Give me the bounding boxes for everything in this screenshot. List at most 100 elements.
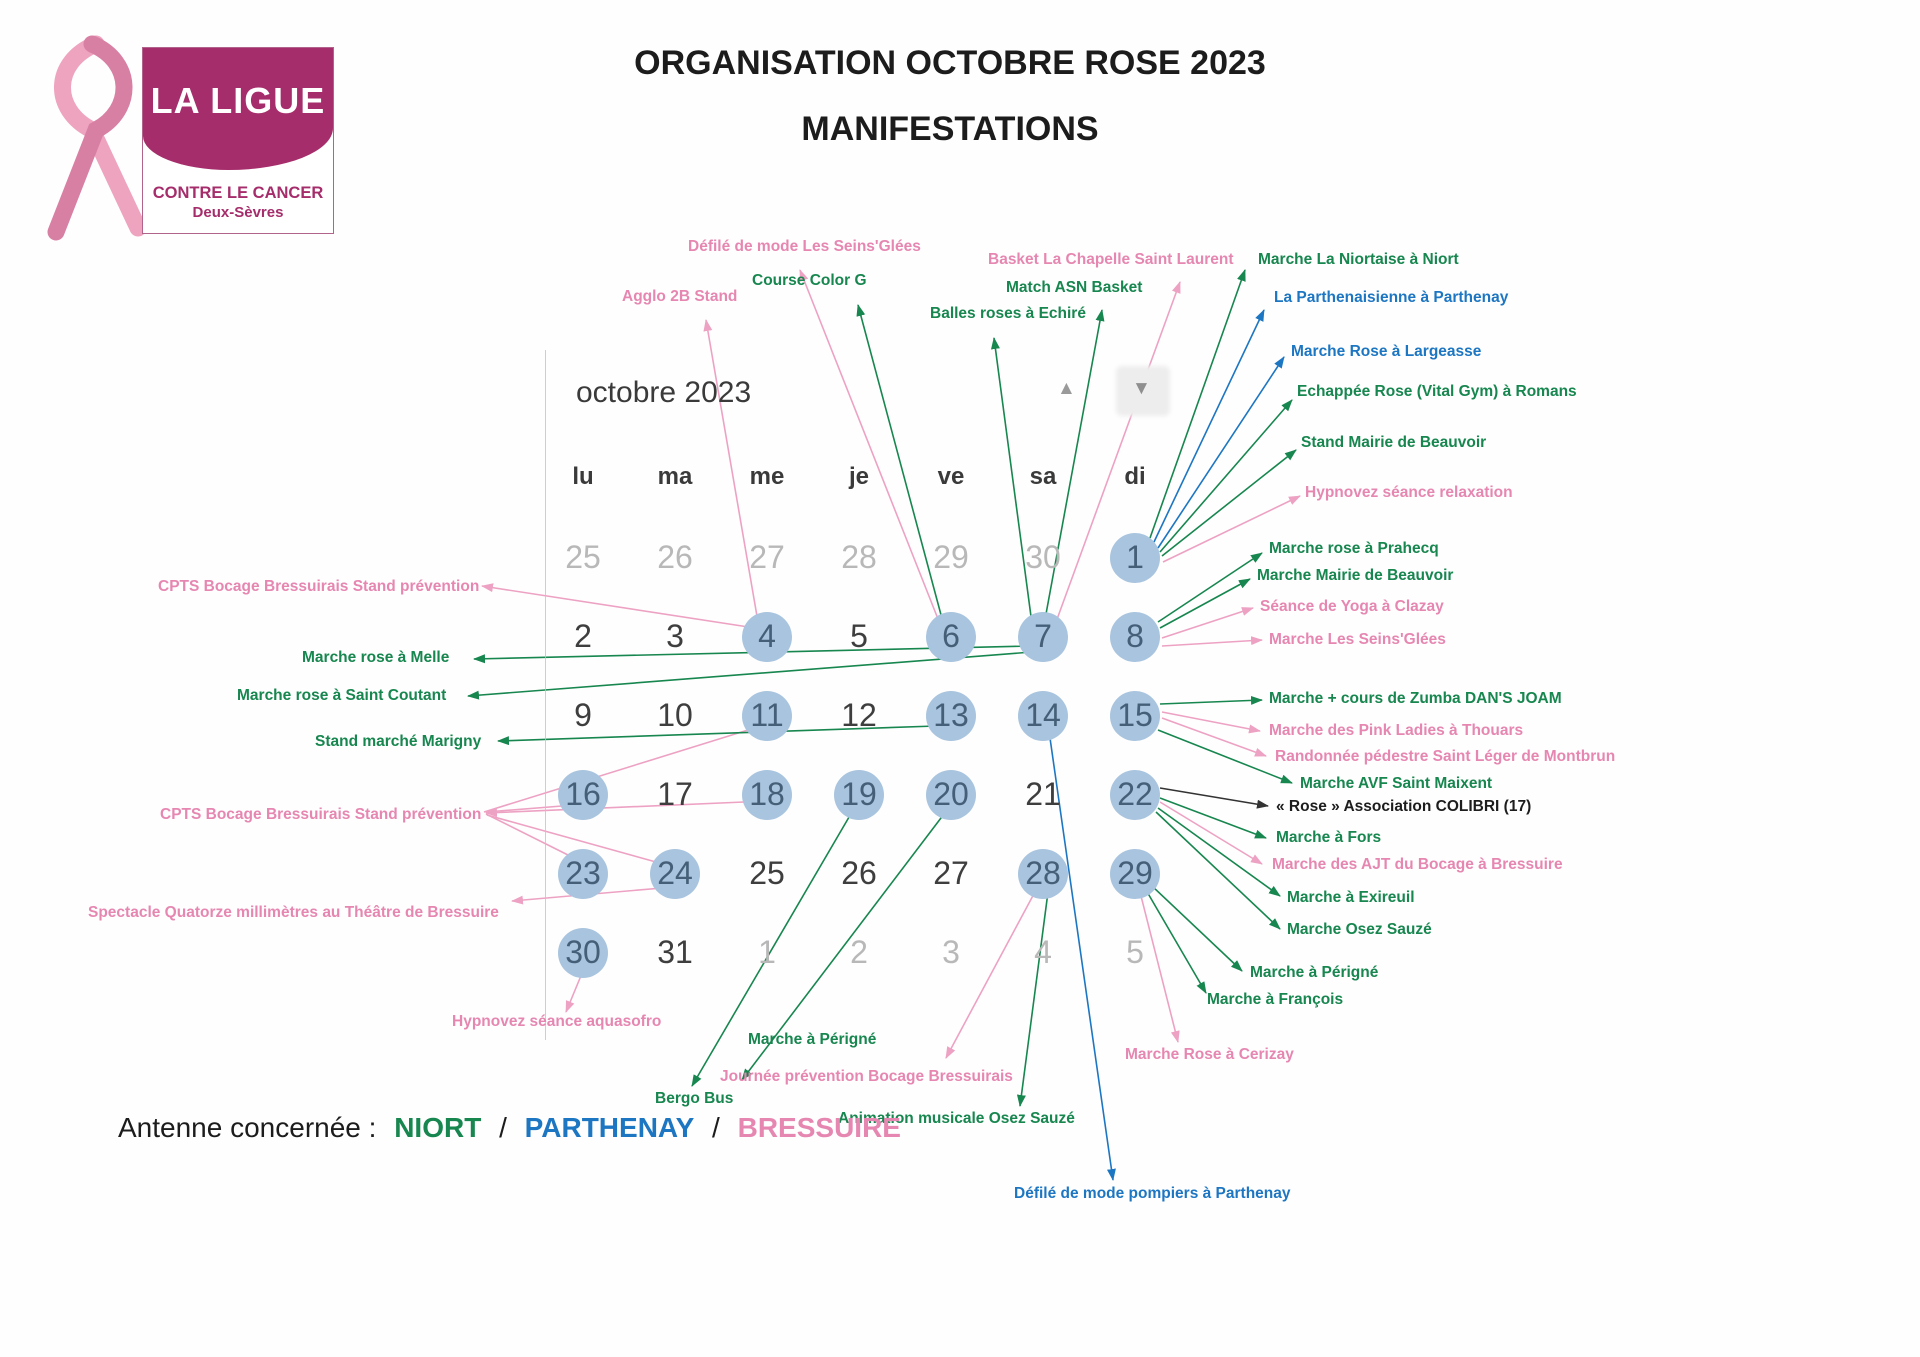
event-label: La Parthenaisienne à Parthenay — [1274, 289, 1509, 306]
calendar-day: 17 — [657, 776, 693, 812]
event-label: Marche Rose à Cerizay — [1125, 1046, 1294, 1063]
ligue-logo-brand: LA LIGUE — [150, 80, 326, 121]
calendar-day: 2 — [574, 618, 592, 654]
event-label: Echappée Rose (Vital Gym) à Romans — [1297, 383, 1577, 400]
event-label: Agglo 2B Stand — [622, 288, 738, 305]
calendar-day: 12 — [841, 697, 877, 733]
calendar-day-highlighted: 8 — [1089, 597, 1181, 676]
calendar-day-highlighted: 23 — [537, 834, 629, 913]
event-label: Marche à Périgné — [748, 1031, 877, 1048]
event-label: Course Color G — [752, 272, 867, 289]
calendar-left-border — [545, 350, 546, 1040]
event-label: Hypnovez séance relaxation — [1305, 484, 1513, 501]
day-header: di — [1124, 463, 1146, 490]
pink-ribbon-icon — [47, 35, 147, 241]
calendar-day-headers: lu ma me je ve sa di — [537, 463, 1181, 491]
calendar-day: 9 — [574, 697, 592, 733]
event-label: Marche rose à Saint Coutant — [237, 687, 447, 704]
event-label: Marche + cours de Zumba DAN'S JOAM — [1269, 690, 1562, 707]
calendar-day-highlighted: 20 — [905, 755, 997, 834]
calendar-day: 10 — [657, 697, 693, 733]
event-label: Animation musicale Osez Sauzé — [838, 1110, 1075, 1127]
event-label: Marche des AJT du Bocage à Bressuire — [1272, 856, 1563, 873]
calendar-day: 25 — [565, 539, 601, 575]
calendar-day-highlighted: 29 — [1089, 834, 1181, 913]
page-subtitle: MANIFESTATIONS — [801, 110, 1099, 148]
day-header: ma — [657, 463, 693, 490]
calendar-next-icon[interactable]: ▼ — [1132, 378, 1151, 399]
event-label: CPTS Bocage Bressuirais Stand prévention — [158, 578, 480, 595]
ligue-logo-subtitle: CONTRE LE CANCER — [152, 184, 324, 202]
calendar-day: 29 — [933, 539, 969, 575]
event-label: Marche Les Seins'Glées — [1269, 631, 1446, 648]
calendar-day: 27 — [749, 539, 785, 575]
legend-separator: / — [712, 1112, 720, 1143]
event-label: Marche à Exireuil — [1287, 889, 1415, 906]
event-label: Marche AVF Saint Maixent — [1300, 775, 1493, 792]
calendar-day-highlighted: 1 — [1089, 518, 1181, 597]
calendar-day: 30 — [1025, 539, 1061, 575]
event-label: Marche Osez Sauzé — [1287, 921, 1432, 938]
calendar-day: 21 — [1025, 776, 1061, 812]
legend-parthenay: PARTHENAY — [524, 1112, 695, 1143]
antenna-legend: Antenne concernée : NIORT / PARTHENAY / … — [118, 1112, 911, 1144]
legend-niort: NIORT — [394, 1112, 482, 1143]
event-label: Randonnée pédestre Saint Léger de Montbr… — [1275, 748, 1616, 765]
calendar-day: 5 — [1126, 934, 1144, 970]
calendar-day-highlighted: 22 — [1089, 755, 1181, 834]
event-label: Balles roses à Echiré — [930, 305, 1086, 322]
scan-smudge — [1116, 366, 1170, 416]
calendar-day-highlighted: 11 — [721, 676, 813, 755]
calendar-day: 5 — [850, 618, 868, 654]
legend-prefix: Antenne concernée : — [118, 1112, 377, 1143]
event-label: Basket La Chapelle Saint Laurent — [988, 251, 1234, 268]
legend-bressuire: BRESSUIRE — [737, 1112, 901, 1143]
legend-separator: / — [499, 1112, 507, 1143]
day-header: ve — [937, 463, 965, 490]
day-header: sa — [1029, 463, 1057, 490]
event-label: CPTS Bocage Bressuirais Stand prévention — [160, 806, 482, 823]
calendar-day-highlighted: 28 — [997, 834, 1089, 913]
calendar-day: 3 — [666, 618, 684, 654]
event-label: Défilé de mode Les Seins'Glées — [688, 238, 921, 255]
calendar-prev-icon[interactable]: ▲ — [1057, 378, 1076, 399]
calendar-day: 1 — [758, 934, 776, 970]
calendar-day: 31 — [657, 934, 693, 970]
day-header: lu — [572, 463, 594, 490]
event-label: Bergo Bus — [655, 1090, 734, 1107]
event-label: Match ASN Basket — [1006, 279, 1143, 296]
event-label: Marche Rose à Largeasse — [1291, 343, 1482, 360]
event-label: Défilé de mode pompiers à Parthenay — [1014, 1185, 1291, 1202]
calendar-day-highlighted: 18 — [721, 755, 813, 834]
event-label: Marche à Fors — [1276, 829, 1382, 846]
event-label: Spectacle Quatorze millimètres au Théâtr… — [88, 904, 499, 921]
calendar-day: 26 — [657, 539, 693, 575]
day-header: me — [749, 463, 785, 490]
calendar-day-highlighted: 7 — [997, 597, 1089, 676]
ligue-logo-department: Deux-Sèvres — [192, 204, 284, 221]
calendar-day-highlighted: 13 — [905, 676, 997, 755]
event-label: Marche rose à Prahecq — [1269, 540, 1439, 557]
event-label: Stand marché Marigny — [315, 733, 482, 750]
event-label: Marche des Pink Ladies à Thouars — [1269, 722, 1524, 739]
event-label: Marche rose à Melle — [302, 649, 450, 666]
event-label: Marche La Niortaise à Niort — [1258, 251, 1459, 268]
calendar-day-highlighted: 24 — [629, 834, 721, 913]
calendar-day-highlighted: 6 — [905, 597, 997, 676]
calendar-day: 4 — [1034, 934, 1052, 970]
calendar-month-label: octobre 2023 — [576, 376, 752, 409]
calendar-day: 25 — [749, 855, 785, 891]
ligue-logo: LA LIGUE CONTRE LE CANCER Deux-Sèvres — [142, 47, 334, 234]
ligue-logo-background — [143, 48, 333, 170]
day-header: je — [848, 463, 869, 490]
calendar-day-highlighted: 14 — [997, 676, 1089, 755]
calendar-day: 27 — [933, 855, 969, 891]
calendar-day: 2 — [850, 934, 868, 970]
calendar-day-highlighted: 30 — [537, 913, 629, 992]
event-label: Hypnovez séance aquasofro — [452, 1013, 662, 1030]
event-label: Séance de Yoga à Clazay — [1260, 598, 1444, 615]
event-label: Marche à Périgné — [1250, 964, 1379, 981]
page-title: ORGANISATION OCTOBRE ROSE 2023 — [634, 44, 1266, 82]
event-label: Marche Mairie de Beauvoir — [1257, 567, 1454, 584]
